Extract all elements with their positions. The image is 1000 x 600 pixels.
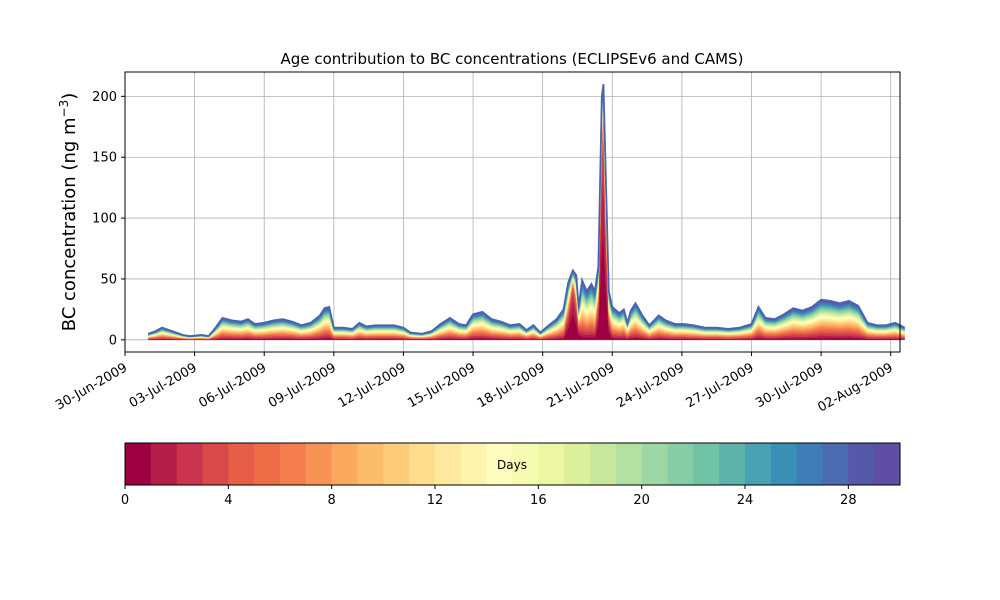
age-band-day-26 (148, 88, 905, 337)
x-axis: 30-Jun-200903-Jul-200906-Jul-200909-Jul-… (53, 352, 896, 416)
colorbar-swatch (150, 443, 178, 485)
x-tick-label: 21-Jul-2009 (544, 360, 617, 411)
colorbar-tick-label: 8 (328, 493, 336, 508)
age-band-day-18 (148, 99, 905, 338)
age-band-day-7 (148, 117, 905, 339)
age-band-day-22 (148, 94, 905, 338)
colorbar-swatch (254, 443, 281, 485)
age-band-day-20 (148, 96, 905, 338)
x-tick-label: 02-Aug-2009 (815, 360, 895, 415)
age-band-day-12 (148, 108, 905, 339)
colorbar-swatch (745, 443, 772, 485)
colorbar-swatch (357, 443, 384, 485)
colorbar-swatch (125, 443, 152, 485)
colorbar-swatch (822, 443, 849, 485)
plot-frame (124, 71, 901, 353)
colorbar-tick-label: 28 (840, 493, 857, 508)
y-tick-label: 200 (92, 90, 117, 105)
age-band-day-23 (148, 92, 905, 338)
age-band-day-11 (148, 109, 905, 339)
colorbar-swatch (848, 443, 875, 485)
x-tick-label: 24-Jul-2009 (614, 360, 687, 411)
colorbar-swatch (693, 443, 720, 485)
age-band-day-4 (148, 126, 905, 340)
colorbar-frame (124, 442, 901, 486)
y-axis-label: BC concentration (ng m−3) (57, 93, 80, 332)
colorbar-swatch (796, 443, 823, 485)
colorbar-swatch (641, 443, 668, 485)
colorbar-swatch (615, 443, 643, 485)
stacked-age-bands (148, 84, 905, 340)
age-band-day-5 (148, 120, 905, 340)
colorbar-swatch (590, 443, 617, 485)
x-tick-label: 09-Jul-2009 (266, 360, 339, 411)
colorbar-tick-label: 24 (737, 493, 754, 508)
y-axis-label-main: BC concentration (ng m (59, 117, 80, 331)
colorbar (125, 443, 901, 485)
age-band-day-25 (148, 89, 905, 337)
colorbar-tick-label: 20 (633, 493, 650, 508)
colorbar-swatch (667, 443, 694, 485)
x-tick-label: 12-Jul-2009 (336, 360, 409, 411)
colorbar-swatch (435, 443, 462, 485)
age-band-day-28 (148, 85, 905, 337)
colorbar-tick-label: 16 (530, 493, 547, 508)
x-tick-label: 18-Jul-2009 (475, 360, 548, 411)
total-concentration-line (147, 84, 906, 338)
chart-title: Age contribution to BC concentrations (E… (281, 50, 744, 68)
age-band-day-27 (148, 86, 905, 337)
age-band-day-15 (148, 103, 905, 338)
y-axis-label-close: ) (59, 93, 80, 100)
colorbar-swatch (280, 443, 307, 485)
y-tick-label: 0 (109, 333, 117, 348)
age-band-day-9 (148, 113, 905, 339)
x-tick-label: 06-Jul-2009 (196, 360, 269, 411)
colorbar-swatch (228, 443, 255, 485)
x-tick-label: 03-Jul-2009 (127, 360, 200, 411)
colorbar-swatch (383, 443, 410, 485)
age-band-day-24 (148, 91, 905, 337)
age-band-day-13 (148, 106, 905, 339)
age-band-day-16 (148, 102, 905, 338)
y-tick-label: 150 (92, 151, 117, 166)
age-band-day-21 (148, 95, 905, 338)
colorbar-tick-label: 12 (427, 493, 444, 508)
age-band-day-10 (148, 111, 905, 339)
colorbar-swatch (874, 443, 901, 485)
colorbar-swatch (331, 443, 358, 485)
colorbar-swatch (409, 443, 436, 485)
colorbar-swatch (176, 443, 203, 485)
colorbar-swatch (305, 443, 333, 485)
x-tick-label: 30-Jun-2009 (53, 360, 130, 413)
age-band-day-14 (148, 105, 905, 338)
colorbar-swatch (486, 443, 513, 485)
colorbar-swatch (564, 443, 591, 485)
colorbar-swatch (512, 443, 539, 485)
age-band-day-6 (148, 118, 905, 339)
age-band-day-17 (148, 101, 905, 338)
x-tick-label: 27-Jul-2009 (684, 360, 757, 411)
grid-lines (124, 72, 900, 352)
age-band-day-8 (148, 115, 905, 339)
colorbar-swatch (538, 443, 565, 485)
colorbar-swatch (460, 443, 488, 485)
colorbar-tick-label: 0 (121, 493, 129, 508)
colorbar-swatch (202, 443, 229, 485)
age-band-day-29 (148, 84, 905, 337)
y-tick-label: 50 (100, 272, 117, 287)
colorbar-swatch (770, 443, 798, 485)
colorbar-tick-label: 4 (224, 493, 232, 508)
colorbar-label: Days (497, 458, 527, 472)
y-axis-label-exponent: −3 (57, 100, 71, 118)
y-tick-label: 100 (92, 212, 117, 227)
colorbar-ticks: 0 4 8 12 16 20 24 28 (121, 485, 857, 508)
x-tick-label: 15-Jul-2009 (405, 360, 478, 411)
colorbar-swatch (719, 443, 746, 485)
y-axis: 0 50 100 150 200 (92, 90, 125, 348)
